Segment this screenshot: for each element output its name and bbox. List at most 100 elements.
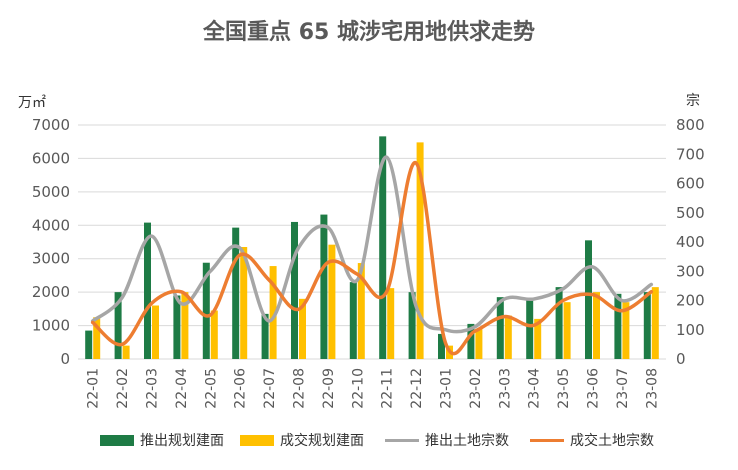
right-tick-label: 300	[676, 262, 705, 280]
bar-deal-area	[651, 287, 659, 359]
bar-deal-area	[534, 318, 542, 359]
legend-swatch-deal-count	[530, 438, 564, 442]
x-tick-label: 23-08	[644, 368, 660, 409]
left-tick-label: 7000	[32, 116, 70, 134]
x-tick-label: 22-04	[174, 368, 190, 409]
chart-title: 全国重点 65 城涉宅用地供求走势	[203, 20, 535, 45]
bar-launch-area	[232, 227, 240, 359]
right-tick-label: 0	[676, 350, 686, 368]
legend-item-deal-count: 成交土地宗数	[530, 429, 654, 451]
bar-launch-area	[555, 287, 563, 359]
left-tick-label: 3000	[32, 250, 70, 268]
legend-label-launch-count: 推出土地宗数	[425, 433, 509, 449]
left-tick-label: 6000	[32, 149, 70, 167]
bar-deal-area	[475, 328, 483, 359]
line-launch-count	[90, 155, 654, 334]
bar-deal-area	[210, 310, 218, 359]
bar-launch-area	[585, 240, 592, 359]
line-series	[90, 155, 654, 356]
x-tick-label: 23-05	[556, 368, 572, 409]
legend-swatch-launch-count	[385, 438, 419, 442]
left-tick-label: 2000	[32, 283, 70, 301]
bar-deal-area	[152, 305, 159, 359]
left-axis-unit: 万㎡	[18, 95, 46, 111]
x-tick-label: 22-03	[145, 368, 161, 409]
bar-deal-area	[328, 244, 336, 359]
bar-launch-area	[85, 330, 93, 359]
left-tick-label: 4000	[32, 216, 70, 234]
line-deal-count	[90, 161, 654, 356]
bars	[85, 136, 659, 359]
bar-launch-area	[379, 136, 387, 359]
bar-deal-area	[240, 247, 248, 359]
legend-swatch-deal-area	[240, 434, 274, 446]
bar-deal-area	[181, 292, 189, 359]
bar-launch-area	[408, 292, 416, 359]
x-axis-ticks: 22-01 22-02 22-03 22-04 22-05 22-06 22-07 22-08…	[86, 368, 661, 409]
bar-launch-area	[643, 292, 651, 359]
right-axis-unit: 宗	[686, 93, 700, 109]
x-tick-label: 22-01	[86, 368, 102, 409]
left-tick-label: 0	[60, 350, 70, 368]
legend-item-deal-area: 成交规划建面	[240, 429, 364, 451]
left-tick-label: 5000	[32, 183, 70, 201]
bar-launch-area	[261, 313, 269, 359]
bar-launch-area	[349, 282, 357, 359]
legend-label-launch-area: 推出规划建面	[140, 433, 224, 449]
x-tick-label: 22-06	[233, 368, 249, 409]
bar-launch-area	[467, 323, 475, 359]
bar-deal-area	[387, 288, 395, 359]
bar-launch-area	[438, 333, 445, 359]
bar-launch-area	[526, 298, 534, 359]
x-tick-label: 22-07	[262, 368, 278, 409]
bar-launch-area	[173, 295, 181, 359]
x-tick-label: 22-10	[350, 368, 366, 409]
bar-deal-area	[593, 292, 600, 359]
bar-launch-area	[114, 292, 122, 359]
bar-launch-area	[144, 222, 151, 359]
x-tick-label: 22-02	[115, 368, 131, 409]
bar-deal-area	[122, 345, 130, 359]
right-axis-ticks: 0 100 200 300 400 500 600 700 800	[676, 116, 705, 368]
right-tick-label: 600	[676, 175, 705, 193]
x-tick-label: 22-09	[321, 368, 337, 409]
left-axis-ticks: 0 1000 2000 3000 4000 5000 6000 7000	[32, 116, 70, 368]
right-tick-label: 100	[676, 321, 705, 339]
legend-label-deal-area: 成交规划建面	[280, 433, 364, 449]
right-tick-label: 500	[676, 204, 705, 222]
x-tick-label: 22-08	[292, 368, 308, 409]
bar-deal-area	[416, 142, 424, 359]
bar-deal-area	[299, 298, 306, 359]
right-tick-label: 200	[676, 292, 705, 310]
bar-launch-area	[320, 214, 328, 359]
legend-item-launch-area: 推出规划建面	[100, 429, 224, 451]
legend-swatch-launch-area	[100, 434, 134, 446]
x-tick-label: 23-03	[497, 368, 513, 409]
bar-deal-area	[563, 302, 571, 359]
x-tick-label: 22-05	[203, 368, 219, 409]
right-tick-label: 400	[676, 233, 705, 251]
x-tick-label: 22-11	[380, 368, 396, 409]
x-tick-label: 23-07	[615, 368, 631, 409]
bar-deal-area	[93, 317, 101, 359]
legend-label-deal-count: 成交土地宗数	[570, 433, 654, 449]
right-tick-label: 700	[676, 145, 705, 163]
bar-launch-area	[614, 293, 622, 359]
bar-launch-area	[202, 262, 210, 359]
gridlines	[78, 124, 666, 360]
bar-launch-area	[496, 297, 504, 359]
left-tick-label: 1000	[32, 317, 70, 335]
bar-launch-area	[291, 221, 298, 359]
legend: 推出规划建面 成交规划建面 推出土地宗数 成交土地宗数	[0, 429, 738, 451]
bar-deal-area	[504, 315, 512, 359]
legend-item-launch-count: 推出土地宗数	[385, 429, 509, 451]
bar-deal-area	[269, 266, 277, 359]
x-tick-label: 23-04	[527, 368, 543, 409]
bar-deal-area	[622, 302, 630, 359]
x-tick-label: 23-06	[586, 368, 602, 409]
x-tick-label: 22-12	[409, 368, 425, 409]
x-tick-label: 23-01	[439, 368, 455, 409]
bar-deal-area	[357, 263, 365, 359]
x-tick-label: 23-02	[468, 368, 484, 409]
